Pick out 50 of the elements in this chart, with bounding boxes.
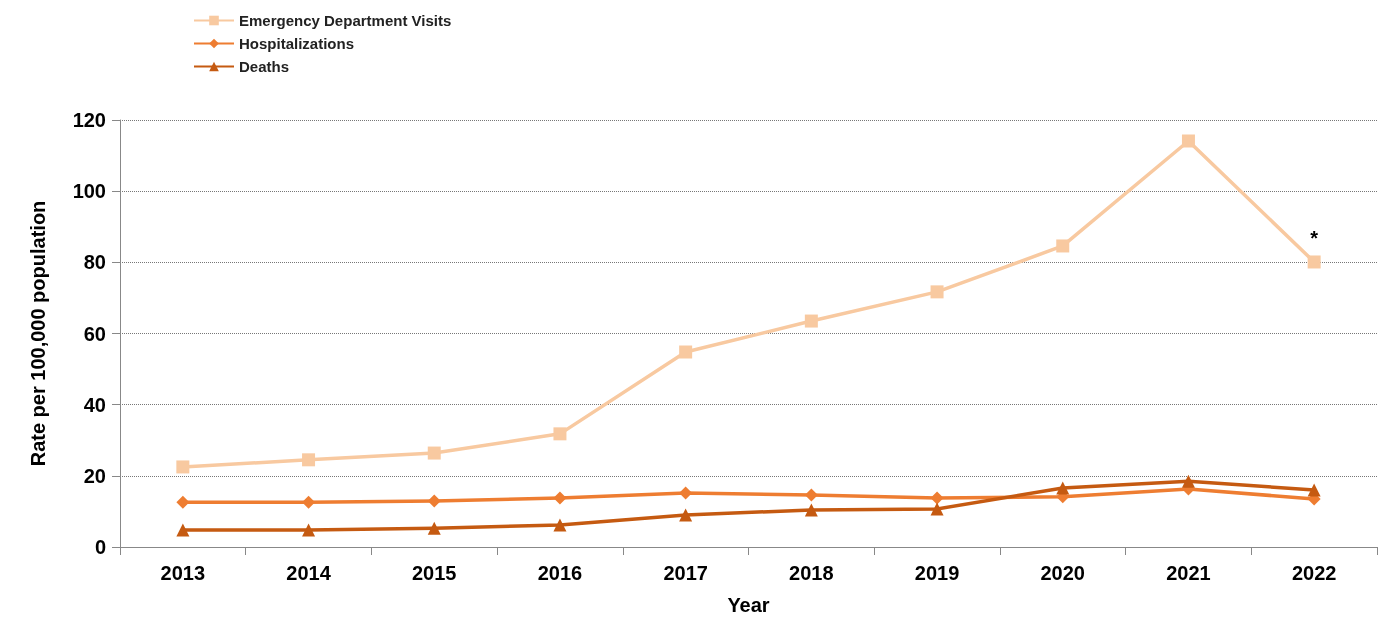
point xyxy=(176,495,190,509)
y-tick-label: 80 xyxy=(83,251,106,274)
point xyxy=(804,503,818,517)
point xyxy=(930,502,944,516)
point xyxy=(1181,474,1195,488)
legend-label: Emergency Department Visits xyxy=(239,12,452,29)
point xyxy=(930,491,944,505)
point xyxy=(553,427,567,441)
y-tick-label: 20 xyxy=(83,464,106,487)
x-axis-title: Year xyxy=(727,594,770,616)
legend-label: Deaths xyxy=(239,58,290,75)
x-tick-label: 2018 xyxy=(789,562,834,584)
point xyxy=(427,494,441,508)
point xyxy=(804,488,818,502)
x-tick-label: 2017 xyxy=(663,562,708,584)
x-tick-label: 2022 xyxy=(1291,562,1337,584)
point xyxy=(302,495,316,509)
point xyxy=(176,523,190,537)
point xyxy=(679,486,693,500)
point xyxy=(427,521,441,535)
point xyxy=(427,446,441,460)
point xyxy=(679,508,693,522)
x-tick-label: 2019 xyxy=(914,562,960,584)
point xyxy=(1056,239,1070,253)
point xyxy=(930,285,944,299)
point xyxy=(1307,483,1321,497)
y-tick-label: 100 xyxy=(72,180,106,203)
point xyxy=(176,460,190,474)
y-tick-label: 0 xyxy=(94,536,106,558)
point xyxy=(553,518,567,532)
point xyxy=(553,491,567,505)
point xyxy=(1181,134,1195,148)
point xyxy=(679,345,693,359)
point xyxy=(1307,255,1321,269)
legend-label: Hospitalizations xyxy=(239,35,355,52)
y-tick-label: 60 xyxy=(83,322,106,345)
y-tick-label: 40 xyxy=(83,393,106,416)
x-tick-label: 2014 xyxy=(286,562,332,584)
point xyxy=(302,453,316,467)
point xyxy=(302,523,316,537)
y-tick-label: 120 xyxy=(72,109,106,131)
x-tick-label: 2015 xyxy=(412,562,457,584)
y-axis-title: Rate per 100,000 population xyxy=(27,200,49,467)
annotation: * xyxy=(1310,226,1319,249)
x-tick-label: 2021 xyxy=(1166,562,1211,584)
point xyxy=(804,314,818,328)
x-tick-label: 2020 xyxy=(1040,562,1085,584)
x-tick-label: 2016 xyxy=(537,562,583,584)
point xyxy=(1056,481,1070,495)
x-tick-label: 2013 xyxy=(160,562,206,584)
